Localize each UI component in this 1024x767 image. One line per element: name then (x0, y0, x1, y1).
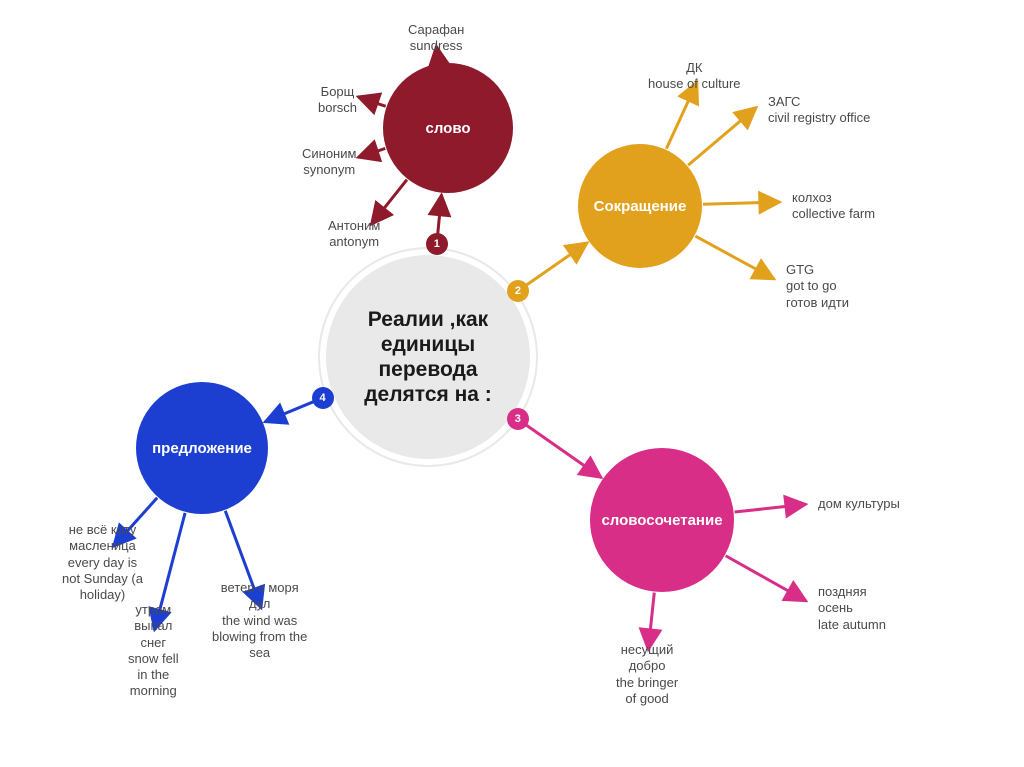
leaf-sentence-0: не всё коту масленица every day is not S… (62, 522, 143, 603)
category-label: слово (425, 120, 470, 137)
mindmap-stage: Реалии ,как единицы перевода делятся на … (0, 0, 1024, 767)
category-label: предложение (152, 440, 252, 457)
leaf-abbr-3: GTG got to go готов идти (786, 262, 849, 311)
leaf-phrase-2: несущий добро the bringer of good (616, 642, 678, 707)
branch-badge-word: 1 (426, 233, 448, 255)
center-node: Реалии ,как единицы перевода делятся на … (318, 247, 538, 467)
leaf-word-2: Синоним synonym (302, 146, 356, 179)
leaf-phrase-0: дом культуры (818, 496, 900, 512)
branch-badge-phrase: 3 (507, 408, 529, 430)
leaf-sentence-2: ветер с моря дул the wind was blowing fr… (212, 580, 307, 661)
leaf-phrase-1: поздняя осень late autumn (818, 584, 886, 633)
category-phrase: словосочетание (590, 448, 734, 592)
leaf-word-1: Борщ borsch (318, 84, 357, 117)
center-label: Реалии ,как единицы перевода делятся на … (364, 307, 492, 408)
category-label: словосочетание (601, 512, 722, 529)
leaf-sentence-1: утром выпал снег snow fell in the mornin… (128, 602, 179, 700)
category-label: Сокращение (594, 198, 687, 215)
branch-badge-abbr: 2 (507, 280, 529, 302)
leaf-word-0: Сарафан sundress (408, 22, 464, 55)
category-sentence: предложение (136, 382, 268, 514)
category-abbr: Сокращение (578, 144, 702, 268)
leaf-abbr-2: колхоз collective farm (792, 190, 875, 223)
leaf-abbr-0: ДК house of culture (648, 60, 741, 93)
category-word: слово (383, 63, 513, 193)
leaf-abbr-1: ЗАГС civil registry office (768, 94, 870, 127)
leaf-word-3: Антоним antonym (328, 218, 380, 251)
branch-badge-sentence: 4 (312, 387, 334, 409)
